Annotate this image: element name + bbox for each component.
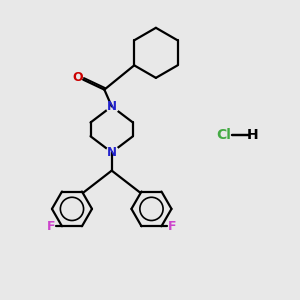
Text: N: N bbox=[107, 146, 117, 159]
Text: F: F bbox=[168, 220, 177, 233]
Text: O: O bbox=[73, 71, 83, 84]
Text: F: F bbox=[47, 220, 55, 233]
Text: H: H bbox=[247, 128, 259, 142]
Text: Cl: Cl bbox=[216, 128, 231, 142]
Text: N: N bbox=[107, 100, 117, 113]
